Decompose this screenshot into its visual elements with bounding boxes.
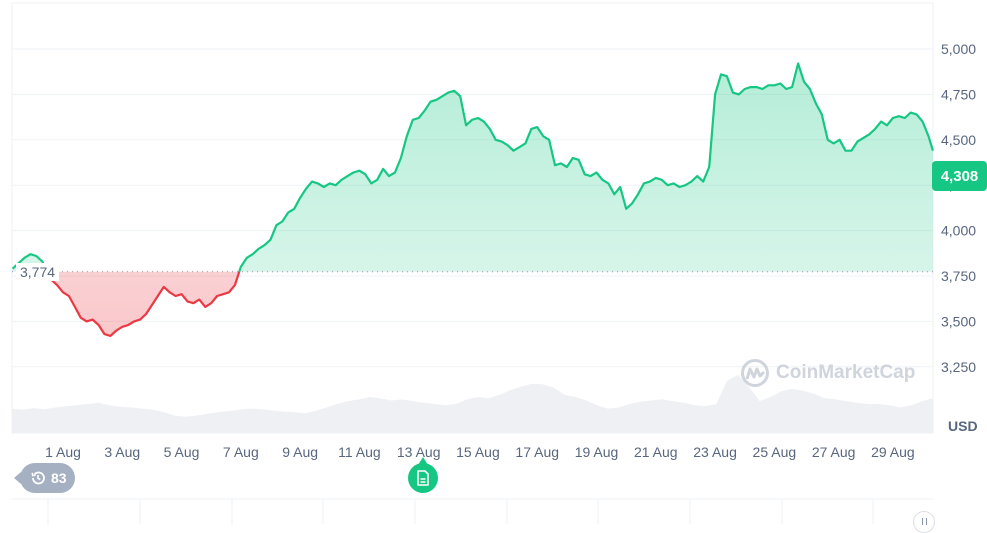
news-event-marker[interactable] [408, 457, 438, 493]
last-price-badge: 4,308 [932, 161, 987, 191]
x-tick-label: 1 Aug [45, 444, 81, 460]
currency-label: USD [948, 418, 978, 434]
x-tick-label: 3 Aug [104, 444, 140, 460]
history-clock-icon [31, 471, 45, 485]
x-tick-label: 9 Aug [282, 444, 318, 460]
coinmarketcap-watermark: CoinMarketCap [740, 358, 915, 388]
y-tick-label: 4,500 [941, 132, 976, 148]
x-tick-label: 13 Aug [397, 444, 441, 460]
y-tick-label: 3,250 [941, 359, 976, 375]
x-axis-labels: 1 Aug 3 Aug 5 Aug 7 Aug 9 Aug 11 Aug 13 Aug 15 … [45, 444, 915, 460]
y-tick-label: 5,000 [941, 41, 976, 57]
navigator-dividers [47, 499, 874, 524]
watermark-text: CoinMarketCap [776, 362, 916, 383]
baseline-value-label: 3,774 [16, 263, 60, 281]
x-tick-label: 25 Aug [753, 444, 797, 460]
x-tick-label: 29 Aug [871, 444, 915, 460]
x-tick-label: 15 Aug [456, 444, 500, 460]
y-tick-label: 3,750 [941, 268, 976, 284]
history-badge[interactable]: 83 [14, 463, 75, 493]
price-area [12, 63, 933, 336]
x-tick-label: 11 Aug [338, 444, 381, 460]
x-tick-label: 17 Aug [515, 444, 559, 460]
navigator-scroll-handle[interactable] [913, 511, 935, 533]
history-count: 83 [51, 470, 67, 486]
x-tick-label: 19 Aug [575, 444, 619, 460]
document-icon [417, 470, 429, 486]
price-line[interactable] [11, 62, 934, 337]
y-tick-label: 3,500 [941, 313, 976, 329]
volume-bars [12, 375, 933, 433]
x-tick-label: 21 Aug [634, 444, 678, 460]
x-tick-label: 5 Aug [164, 444, 200, 460]
y-tick-label: 4,750 [941, 86, 976, 102]
x-tick-label: 27 Aug [812, 444, 856, 460]
y-tick-label: 4,000 [941, 223, 976, 239]
x-tick-label: 23 Aug [693, 444, 737, 460]
x-tick-label: 7 Aug [223, 444, 259, 460]
coinmarketcap-logo-icon [741, 359, 769, 387]
